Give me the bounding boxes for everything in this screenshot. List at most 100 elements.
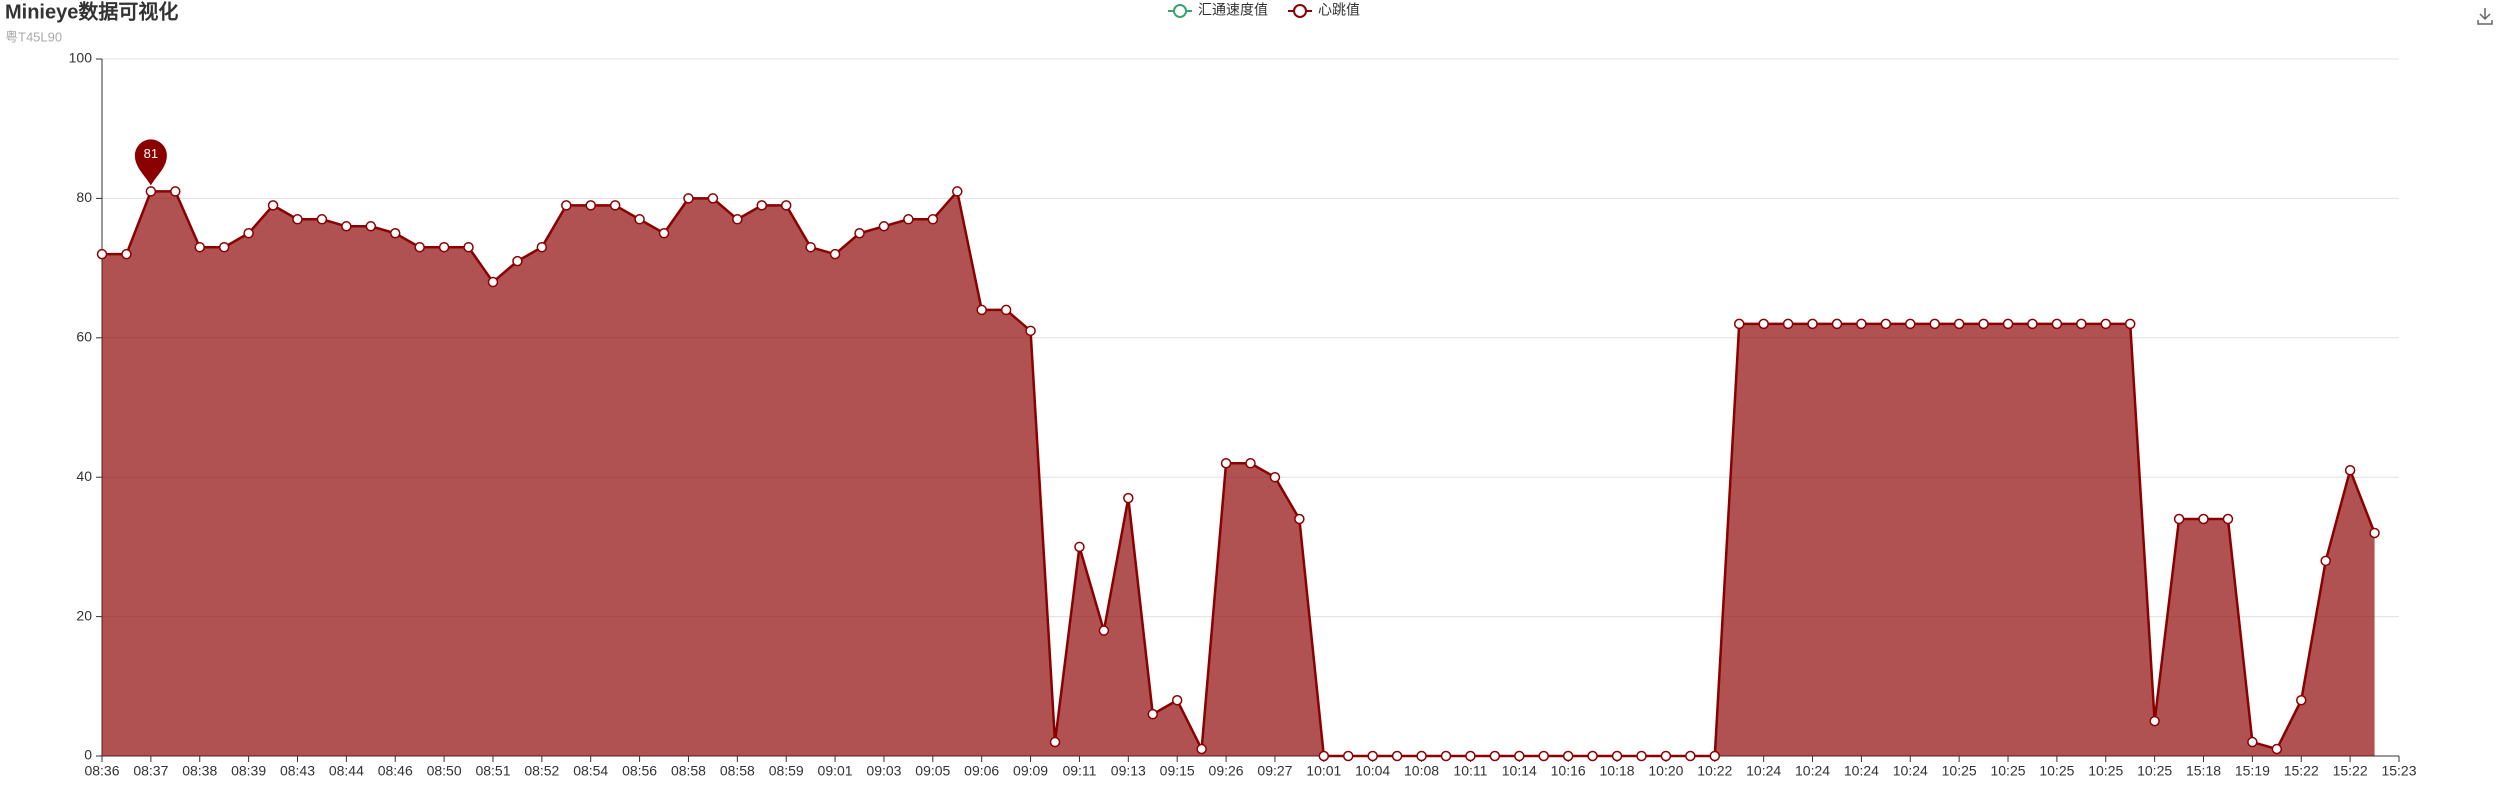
point xyxy=(878,221,890,232)
legend: 汇通速度值 心跳值 xyxy=(1168,2,1360,18)
y-tick-label: 100 xyxy=(69,50,93,66)
legend-label[interactable]: 心跳值 xyxy=(1318,2,1360,18)
point xyxy=(1831,318,1843,330)
x-tick-label: 08:58 xyxy=(720,763,755,779)
point xyxy=(634,214,645,225)
chart-subtitle: 粤T45L90 xyxy=(5,29,62,44)
x-tick-label: 09:09 xyxy=(1013,763,1048,779)
x-tick-label: 08:46 xyxy=(378,763,413,779)
point xyxy=(1171,694,1183,706)
point xyxy=(2076,318,2087,330)
point xyxy=(341,221,352,232)
point xyxy=(1709,750,1721,762)
point xyxy=(536,241,548,253)
point xyxy=(1465,750,1476,762)
point xyxy=(1391,750,1403,762)
max-pin: 81 xyxy=(134,139,167,186)
x-tick-label: 09:15 xyxy=(1160,763,1195,779)
legend-item[interactable]: 心跳值 xyxy=(1288,2,1360,18)
x-tick-label: 09:26 xyxy=(1209,763,1244,779)
point xyxy=(2369,527,2380,539)
point xyxy=(2344,464,2356,476)
point xyxy=(1685,750,1696,762)
point xyxy=(267,200,279,211)
x-tick-label: 09:06 xyxy=(964,763,999,779)
x-tick-label: 08:56 xyxy=(622,763,657,779)
point xyxy=(805,241,816,253)
x-tick-label: 10:20 xyxy=(1648,763,1683,779)
point xyxy=(2247,736,2258,748)
area xyxy=(102,191,2375,756)
x-tick-label: 15:22 xyxy=(2333,763,2368,779)
x-tick-label: 08:43 xyxy=(280,763,315,779)
legend-marker[interactable] xyxy=(1173,4,1187,18)
point xyxy=(1196,743,1207,755)
x-tick-label: 09:03 xyxy=(866,763,901,779)
point xyxy=(1367,750,1378,762)
point xyxy=(1733,318,1745,330)
point xyxy=(1440,750,1452,762)
x-tick-label: 08:54 xyxy=(573,763,608,779)
point xyxy=(316,214,328,225)
point xyxy=(463,241,474,253)
point xyxy=(487,276,499,288)
point xyxy=(780,200,792,211)
point xyxy=(1025,325,1036,337)
legend-label[interactable]: 汇通速度值 xyxy=(1198,2,1268,18)
x-tick-label: 08:50 xyxy=(427,763,462,779)
point xyxy=(145,186,157,197)
point xyxy=(1098,625,1110,636)
point xyxy=(1856,318,1867,330)
point xyxy=(1000,304,1012,316)
point xyxy=(1978,318,1989,330)
point xyxy=(1489,750,1501,762)
point xyxy=(2222,513,2234,525)
download-glyph[interactable] xyxy=(2477,8,2493,25)
point xyxy=(438,241,450,253)
download-icon[interactable] xyxy=(2477,8,2493,25)
point xyxy=(854,228,865,239)
x-tick-label: 15:23 xyxy=(2381,763,2416,779)
point xyxy=(2320,555,2331,567)
point xyxy=(927,214,939,225)
x-tick-label: 09:01 xyxy=(818,763,853,779)
x-tick-label: 09:13 xyxy=(1111,763,1146,779)
chart-title: Minieye数据可视化 xyxy=(5,0,178,23)
x-tick-label: 10:22 xyxy=(1697,763,1732,779)
point xyxy=(1416,750,1427,762)
x-tick-label: 08:37 xyxy=(133,763,168,779)
y-tick-label: 0 xyxy=(84,747,92,763)
point xyxy=(121,248,132,260)
point xyxy=(1758,318,1769,330)
x-tick-label: 10:25 xyxy=(2137,763,2172,779)
point xyxy=(2002,318,2014,330)
point xyxy=(1074,541,1085,553)
x-tick-label: 10:04 xyxy=(1355,763,1390,779)
x-tick-label: 08:39 xyxy=(231,763,266,779)
point xyxy=(561,200,572,211)
x-tick-label: 10:25 xyxy=(2039,763,2074,779)
point xyxy=(1660,750,1672,762)
point xyxy=(1220,458,1232,469)
legend-marker[interactable] xyxy=(1293,4,1307,18)
x-tick-label: 10:25 xyxy=(1942,763,1977,779)
y-tick-label: 40 xyxy=(76,468,92,484)
x-tick-label: 09:05 xyxy=(915,763,950,779)
x-tick-label: 15:22 xyxy=(2284,763,2319,779)
point xyxy=(2173,513,2185,525)
point xyxy=(1123,492,1134,504)
pin-shape xyxy=(134,139,167,186)
x-tick-label: 10:01 xyxy=(1306,763,1341,779)
point xyxy=(903,214,914,225)
point xyxy=(1905,318,1916,330)
x-tick-label: 10:24 xyxy=(1746,763,1781,779)
x-tick-label: 10:16 xyxy=(1551,763,1586,779)
legend-item[interactable]: 汇通速度值 xyxy=(1168,2,1268,18)
x-tick-label: 08:58 xyxy=(671,763,706,779)
point xyxy=(1807,318,1818,330)
point xyxy=(512,255,523,267)
point xyxy=(170,186,181,197)
point xyxy=(1587,750,1598,762)
x-tick-label: 10:25 xyxy=(1990,763,2025,779)
